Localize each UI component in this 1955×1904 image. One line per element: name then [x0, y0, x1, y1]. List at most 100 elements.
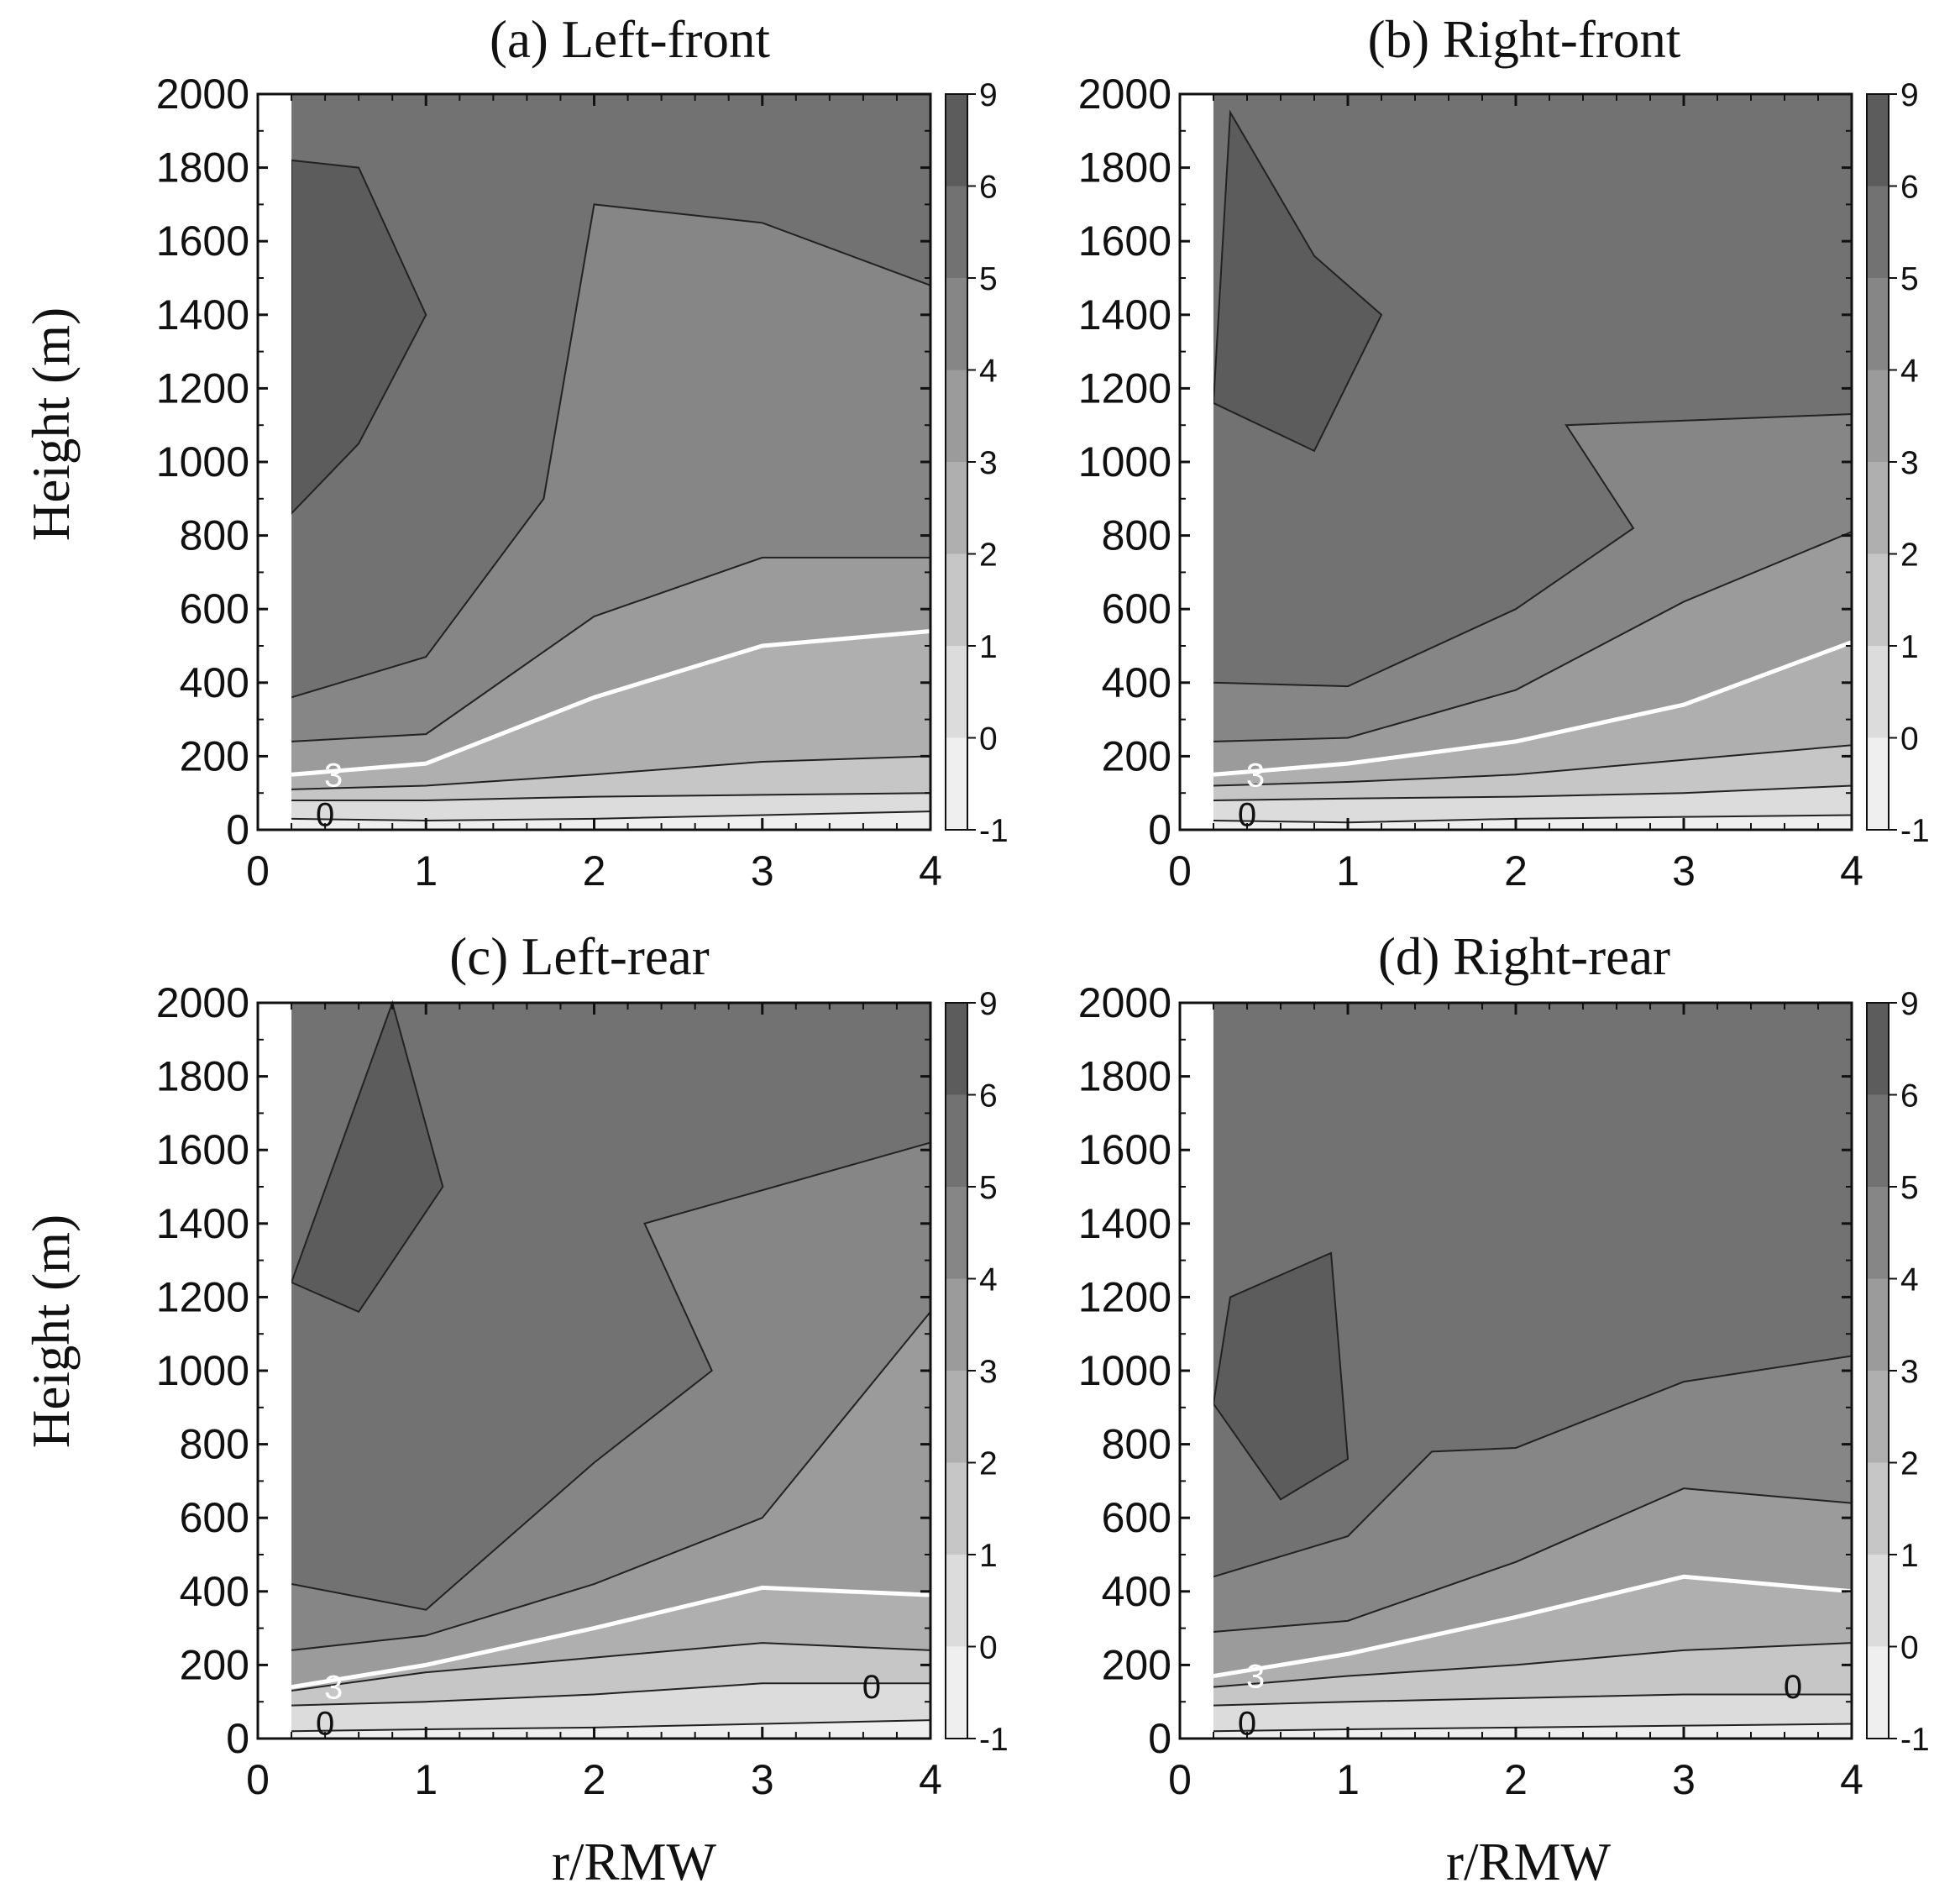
y-tick-label: 1600: [1078, 1126, 1171, 1173]
colorbar-label: 5: [1900, 261, 1919, 297]
contour-fill-level-6: [1212, 109, 1383, 453]
contour-label: 3: [324, 1670, 343, 1707]
colorbar-label: 0: [1900, 721, 1919, 758]
colorbar-segment: [946, 737, 967, 830]
x-tick-label: 2: [1504, 847, 1528, 894]
y-tick-label: 2000: [156, 979, 249, 1026]
y-tick-label: 600: [1102, 585, 1171, 632]
x-tick-label: 3: [751, 1756, 774, 1803]
colorbar-label: 6: [979, 170, 998, 206]
colorbar-label: 0: [979, 1630, 998, 1666]
y-tick-label: 400: [1102, 1568, 1171, 1615]
panel-4: (d) Right-rear30002004006008001000120014…: [1078, 927, 1930, 1803]
contour-line-level-2: [291, 755, 931, 790]
colorbar-label: 0: [979, 721, 998, 758]
panel-title: (b) Right-front: [1368, 10, 1681, 69]
y-tick-label: 1800: [1078, 144, 1171, 191]
contour-line-level-3: [291, 628, 931, 777]
colorbar-segment: [946, 1003, 967, 1095]
x-axis-label-right: r/RMW: [1446, 1833, 1612, 1891]
y-tick-label: 400: [1102, 659, 1171, 706]
colorbar-segment: [946, 94, 967, 186]
contour-line-level-4: [291, 556, 930, 742]
contour-fill-level-0: [291, 811, 930, 830]
y-tick-label: 200: [180, 1641, 249, 1688]
contour-line-level-2: [1213, 1642, 1853, 1688]
contour-line-level-4: [291, 1311, 931, 1651]
colorbar-segment: [946, 370, 967, 462]
colorbar-segment: [946, 1094, 967, 1187]
contour-label: 3: [1246, 757, 1265, 794]
x-tick-label: 3: [1672, 847, 1696, 894]
colorbar-segment: [946, 186, 967, 278]
x-tick-label: 3: [751, 847, 774, 894]
colorbar-label: 1: [979, 629, 998, 665]
x-tick-label: 1: [1336, 847, 1360, 894]
y-tick-label: 0: [1148, 1715, 1171, 1762]
colorbar-segment: [946, 553, 967, 646]
colorbar-label: 1: [1900, 1538, 1919, 1574]
y-tick-label: 1800: [156, 1053, 249, 1100]
contour-line-level-1: [1213, 784, 1853, 801]
colorbar-label: 3: [979, 445, 998, 481]
colorbar-segment: [1867, 186, 1889, 278]
colorbar-label: 6: [1900, 170, 1919, 206]
y-tick-label: 200: [180, 732, 249, 779]
colorbar-segment: [1867, 1555, 1889, 1647]
colorbar-label: -1: [1900, 1722, 1930, 1758]
contour-line-level-2: [1213, 744, 1853, 787]
x-tick-label: 0: [1168, 1756, 1192, 1803]
y-tick-label: 1000: [1078, 1347, 1171, 1394]
x-tick-label: 4: [919, 847, 942, 894]
colorbar-label: 4: [979, 1262, 998, 1298]
y-tick-label: 1200: [156, 365, 249, 412]
contour-fill-level-6: [290, 999, 444, 1314]
x-tick-label: 2: [1504, 1756, 1528, 1803]
contour-fill-level-6: [1212, 1251, 1350, 1501]
colorbar-label: 5: [979, 261, 998, 297]
y-tick-label: 1600: [156, 218, 249, 265]
colorbar-segment: [1867, 94, 1889, 186]
y-tick-label: 1200: [1078, 365, 1171, 412]
colorbar-label: 9: [979, 986, 998, 1022]
x-tick-label: 1: [414, 847, 438, 894]
y-tick-label: 800: [180, 512, 249, 559]
x-tick-label: 0: [246, 847, 270, 894]
y-tick-label: 1000: [156, 438, 249, 485]
colorbar-label: 0: [1900, 1630, 1919, 1666]
x-tick-label: 2: [583, 847, 606, 894]
colorbar-segment: [1867, 1646, 1889, 1739]
contour-label: 3: [324, 757, 343, 794]
y-tick-label: 0: [1148, 806, 1171, 853]
colorbar-segment: [946, 646, 967, 738]
y-tick-label: 1000: [1078, 438, 1171, 485]
contour-label: 0: [1238, 1706, 1256, 1743]
colorbar-label: 3: [1900, 445, 1919, 481]
contour-label: 0: [1238, 797, 1256, 834]
colorbar-segment: [946, 1278, 967, 1371]
colorbar-label: -1: [979, 813, 1009, 849]
y-tick-label: 800: [1102, 1421, 1171, 1468]
colorbar-segment: [1867, 462, 1889, 554]
colorbar-segment: [1867, 1371, 1889, 1463]
contour-label: 0: [1784, 1669, 1802, 1706]
colorbar-label: 5: [1900, 1170, 1919, 1206]
y-tick-label: 1400: [1078, 291, 1171, 338]
colorbar-label: 2: [1900, 538, 1919, 574]
colorbar-segment: [1867, 278, 1889, 370]
panel-title: (d) Right-rear: [1378, 927, 1670, 986]
colorbar-label: -1: [979, 1722, 1009, 1758]
colorbar-segment: [946, 1555, 967, 1647]
colorbar-segment: [1867, 1003, 1889, 1095]
colorbar-segment: [1867, 1094, 1889, 1187]
y-tick-label: 1800: [1078, 1053, 1171, 1100]
colorbar-segment: [1867, 737, 1889, 830]
contour-line-level-4: [1213, 531, 1853, 742]
colorbar-segment: [946, 1462, 967, 1555]
y-tick-label: 2000: [1078, 71, 1171, 118]
colorbar-segment: [1867, 1278, 1889, 1371]
y-tick-label: 600: [180, 585, 249, 632]
colorbar-segment: [946, 462, 967, 554]
contour-line-level-2: [291, 1642, 931, 1692]
contour-line-level-1: [291, 1682, 930, 1707]
